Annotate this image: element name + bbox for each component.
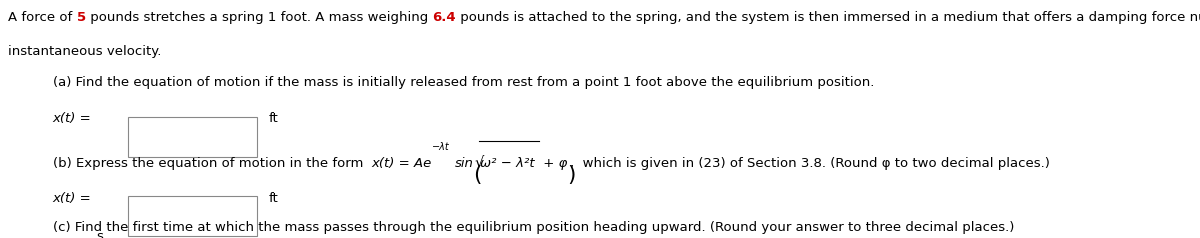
Text: (c) Find the first time at which the mass passes through the equilibrium positio: (c) Find the first time at which the mas… (53, 221, 1014, 234)
Text: ft: ft (269, 192, 278, 205)
Text: + φ: + φ (539, 157, 566, 170)
Text: x(t) = Ae: x(t) = Ae (372, 157, 432, 170)
Text: 5: 5 (77, 11, 86, 24)
Text: 6.4: 6.4 (432, 11, 456, 24)
Text: (: ( (473, 165, 481, 185)
Bar (128, 196, 257, 236)
Bar (128, 117, 257, 157)
Text: A force of: A force of (8, 11, 77, 24)
Text: ,  which is given in (23) of Section 3.8. (Round φ to two decimal places.): , which is given in (23) of Section 3.8.… (570, 157, 1050, 170)
Text: (b) Express the equation of motion in the form: (b) Express the equation of motion in th… (53, 157, 372, 170)
Text: ft: ft (269, 112, 278, 125)
Text: √: √ (474, 155, 484, 170)
Text: sin: sin (455, 157, 473, 170)
Text: −λt: −λt (432, 142, 450, 152)
Text: x(t) =: x(t) = (53, 192, 91, 205)
Text: instantaneous velocity.: instantaneous velocity. (8, 45, 162, 58)
Text: x(t) =: x(t) = (53, 112, 91, 125)
Text: pounds stretches a spring 1 foot. A mass weighing: pounds stretches a spring 1 foot. A mass… (86, 11, 432, 24)
Text: (a) Find the equation of motion if the mass is initially released from rest from: (a) Find the equation of motion if the m… (53, 76, 874, 89)
Text: pounds is attached to the spring, and the system is then immersed in a medium th: pounds is attached to the spring, and th… (456, 11, 1200, 24)
Text: ): ) (566, 165, 575, 185)
Text: s: s (96, 230, 103, 238)
Text: ω² − λ²t: ω² − λ²t (480, 157, 535, 170)
